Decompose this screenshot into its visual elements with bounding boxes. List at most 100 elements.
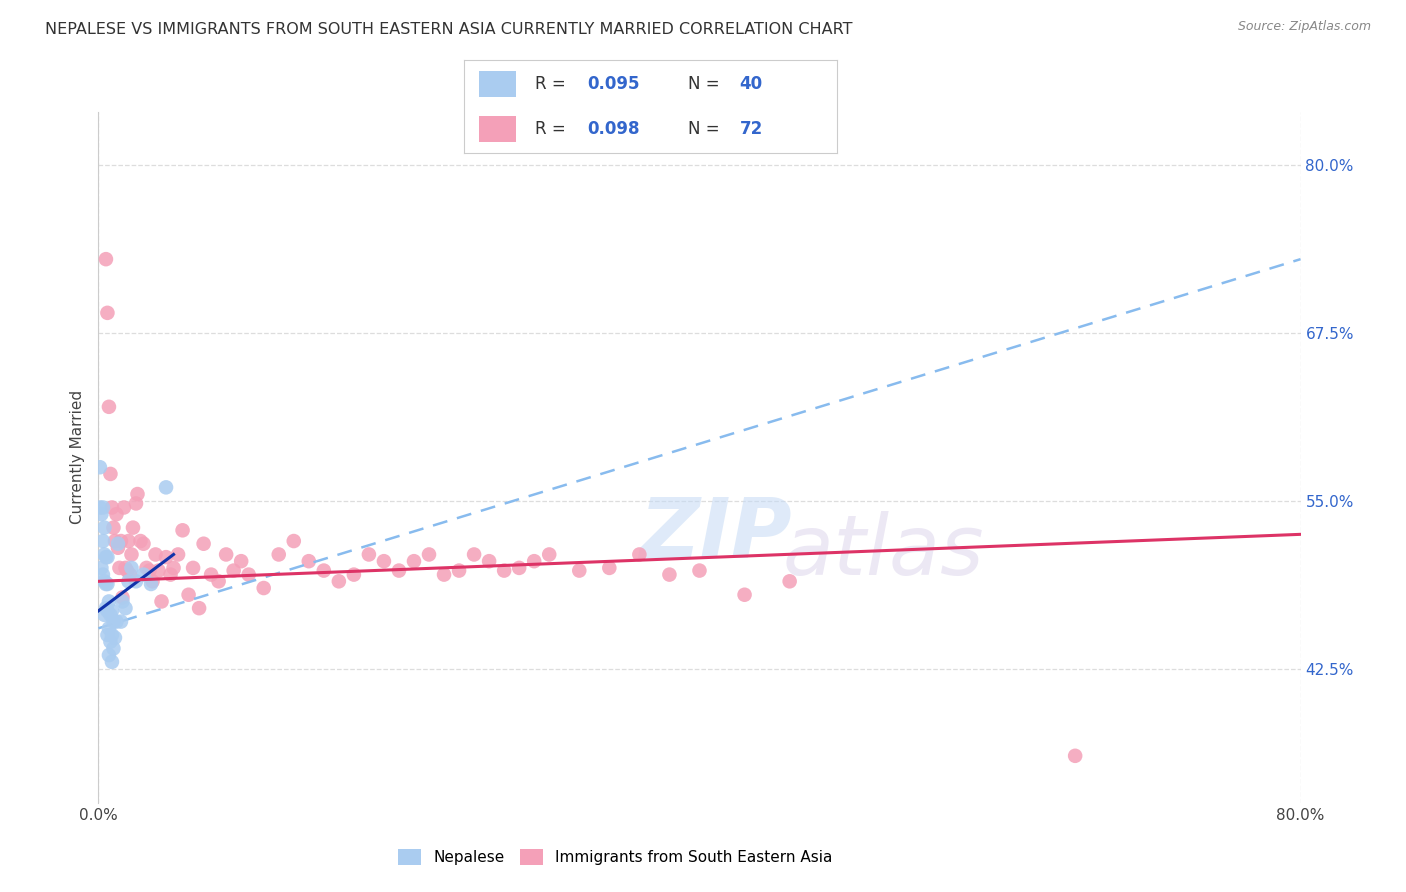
- Point: [104, 631, 127, 645]
- Point: [628, 548, 651, 562]
- Point: [93, 521, 115, 535]
- Point: [101, 500, 124, 515]
- Point: [94, 601, 117, 615]
- Point: [150, 594, 173, 608]
- Point: [93, 574, 115, 589]
- Point: [402, 554, 425, 568]
- Point: [343, 567, 366, 582]
- Point: [538, 548, 561, 562]
- Text: atlas: atlas: [782, 511, 984, 592]
- Point: [598, 561, 620, 575]
- Point: [100, 634, 122, 648]
- Point: [267, 548, 290, 562]
- Text: R =: R =: [534, 75, 571, 93]
- Legend: Nepalese, Immigrants from South Eastern Asia: Nepalese, Immigrants from South Eastern …: [392, 843, 838, 871]
- Point: [89, 460, 111, 475]
- Point: [97, 648, 120, 662]
- Point: [121, 561, 143, 575]
- Point: [689, 564, 711, 578]
- Point: [231, 554, 253, 568]
- Point: [141, 574, 163, 589]
- Point: [97, 621, 120, 635]
- Point: [357, 548, 380, 562]
- Text: 40: 40: [740, 75, 763, 93]
- Point: [129, 534, 152, 549]
- Point: [118, 567, 141, 582]
- Point: [101, 604, 124, 618]
- Point: [110, 615, 132, 629]
- Point: [100, 607, 122, 622]
- Point: [568, 564, 591, 578]
- Point: [97, 400, 120, 414]
- Point: [90, 507, 112, 521]
- Point: [125, 496, 148, 510]
- Point: [91, 500, 114, 515]
- Point: [172, 524, 194, 538]
- Point: [132, 537, 155, 551]
- Point: [94, 550, 117, 565]
- Point: [111, 594, 134, 608]
- Point: [101, 628, 124, 642]
- Point: [90, 561, 112, 575]
- Point: [463, 548, 485, 562]
- Point: [114, 561, 136, 575]
- Point: [494, 564, 516, 578]
- Point: [200, 567, 222, 582]
- Point: [101, 655, 124, 669]
- Text: NEPALESE VS IMMIGRANTS FROM SOUTH EASTERN ASIA CURRENTLY MARRIED CORRELATION CHA: NEPALESE VS IMMIGRANTS FROM SOUTH EASTER…: [45, 22, 852, 37]
- Text: Source: ZipAtlas.com: Source: ZipAtlas.com: [1237, 20, 1371, 33]
- Point: [1064, 748, 1087, 763]
- Point: [779, 574, 801, 589]
- Point: [312, 564, 335, 578]
- Point: [188, 601, 211, 615]
- Point: [215, 548, 238, 562]
- Point: [447, 564, 470, 578]
- Point: [104, 534, 127, 549]
- Point: [103, 615, 125, 629]
- Point: [114, 601, 136, 615]
- Point: [96, 306, 118, 320]
- Point: [105, 615, 128, 629]
- Point: [328, 574, 350, 589]
- Point: [283, 534, 305, 549]
- Text: ZIP: ZIP: [640, 494, 792, 574]
- Point: [96, 628, 118, 642]
- Point: [734, 588, 756, 602]
- Point: [94, 252, 117, 267]
- Point: [658, 567, 681, 582]
- Point: [433, 567, 456, 582]
- Point: [508, 561, 530, 575]
- Point: [167, 548, 190, 562]
- Point: [155, 550, 177, 565]
- Point: [177, 588, 200, 602]
- Point: [115, 564, 138, 578]
- Point: [93, 607, 115, 622]
- Point: [155, 480, 177, 494]
- Point: [112, 500, 135, 515]
- Text: 0.098: 0.098: [586, 120, 640, 138]
- Point: [181, 561, 204, 575]
- Point: [91, 534, 114, 549]
- Bar: [479, 71, 516, 97]
- Point: [139, 577, 162, 591]
- Point: [103, 521, 125, 535]
- Point: [111, 591, 134, 605]
- Point: [91, 567, 114, 582]
- Point: [135, 561, 157, 575]
- Bar: [479, 116, 516, 142]
- Point: [100, 467, 122, 481]
- Text: 72: 72: [740, 120, 763, 138]
- Point: [418, 548, 440, 562]
- Point: [89, 500, 111, 515]
- Point: [125, 574, 148, 589]
- Point: [208, 574, 231, 589]
- Point: [107, 541, 129, 555]
- Point: [222, 564, 245, 578]
- Point: [138, 564, 160, 578]
- Point: [107, 537, 129, 551]
- Text: R =: R =: [534, 120, 571, 138]
- Point: [103, 641, 125, 656]
- Point: [96, 604, 118, 618]
- Point: [132, 567, 155, 582]
- Point: [373, 554, 395, 568]
